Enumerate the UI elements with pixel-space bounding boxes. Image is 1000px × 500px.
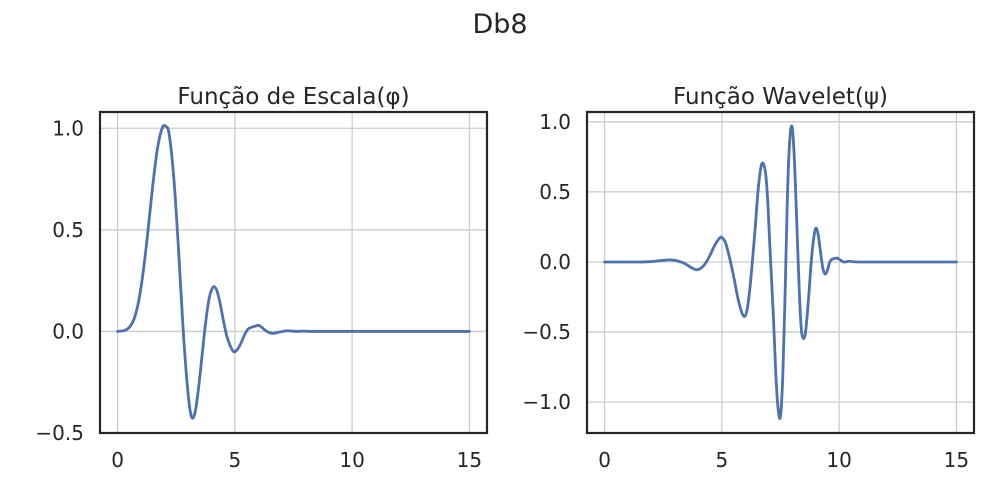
x-tick-label: 0 — [111, 448, 124, 472]
y-tick-label: 0.5 — [539, 180, 571, 204]
subplot-scaling-function: 0 5 10 15 −0.5 0.0 0.5 1.0 Função de Escala(φ) — [35, 84, 489, 472]
x-tick-label: 15 — [944, 448, 969, 472]
y-tick-label: −1.0 — [522, 390, 571, 414]
y-tick-label: 0.5 — [52, 218, 84, 242]
axes-frame — [585, 110, 976, 435]
x-tick-label: 5 — [228, 448, 241, 472]
axes-frame — [98, 110, 489, 435]
y-tick-label: −0.5 — [522, 320, 571, 344]
series-line — [116, 124, 471, 420]
y-tick-label: 0.0 — [539, 250, 571, 274]
x-tick-label: 0 — [598, 448, 611, 472]
x-tick-label: 15 — [457, 448, 482, 472]
subplot-wavelet-function: 0 5 10 15 −1.0 −0.5 0.0 0.5 1.0 Função Wavelet(ψ) — [522, 84, 976, 472]
subplot-title: Função de Escala(φ) — [177, 84, 409, 110]
x-tick-label: 10 — [339, 448, 364, 472]
x-tick-label: 5 — [715, 448, 728, 472]
subplot-title: Função Wavelet(ψ) — [673, 84, 888, 110]
y-tick-label: 1.0 — [539, 110, 571, 134]
y-tick-label: 0.0 — [52, 319, 84, 343]
figure-title: Db8 — [472, 9, 527, 40]
series-line — [603, 124, 958, 420]
x-tick-label: 10 — [826, 448, 851, 472]
y-tick-label: 1.0 — [52, 116, 84, 140]
y-tick-label: −0.5 — [35, 421, 84, 445]
